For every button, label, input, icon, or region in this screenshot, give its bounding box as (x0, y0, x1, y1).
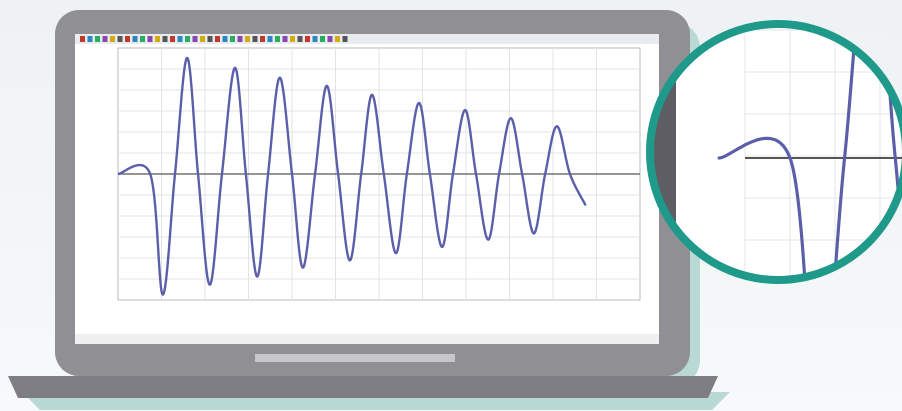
toolbar-icon (297, 36, 303, 42)
toolbar-icon (222, 36, 228, 42)
toolbar-icon (327, 36, 333, 42)
toolbar-icon (282, 36, 288, 42)
laptop-base (8, 376, 718, 398)
toolbar-icon (290, 36, 295, 42)
toolbar-icon (140, 36, 145, 42)
toolbar-icon (87, 36, 93, 42)
toolbar-icon (132, 36, 138, 42)
toolbar-icon (162, 36, 168, 42)
toolbar-icon (312, 36, 318, 42)
toolbar-icon (125, 36, 130, 42)
toolbar-icon (170, 36, 175, 42)
toolbar-icon (192, 36, 198, 42)
toolbar-icon (215, 36, 220, 42)
toolbar-icons (80, 36, 348, 42)
trackpad (255, 354, 455, 362)
toolbar-icon (200, 36, 205, 42)
toolbar-icon (207, 36, 213, 42)
toolbar-icon (147, 36, 153, 42)
toolbar-icon (110, 36, 115, 42)
toolbar-icon (80, 36, 85, 42)
toolbar (75, 34, 659, 44)
toolbar-icon (260, 36, 265, 42)
toolbar-icon (95, 36, 100, 42)
toolbar-icon (155, 36, 160, 42)
status-bar (75, 334, 659, 344)
zoom-plot-area (745, 24, 902, 280)
toolbar-icon (305, 36, 310, 42)
toolbar-icon (267, 36, 273, 42)
toolbar-icon (237, 36, 243, 42)
toolbar-icon (335, 36, 340, 42)
toolbar-icon (245, 36, 250, 42)
toolbar-icon (230, 36, 235, 42)
plot (118, 56, 587, 296)
toolbar-icon (117, 36, 123, 42)
toolbar-icon (177, 36, 183, 42)
toolbar-icon (252, 36, 258, 42)
toolbar-icon (275, 36, 280, 42)
data-line (118, 56, 587, 296)
toolbar-icon (102, 36, 108, 42)
toolbar-icon (342, 36, 348, 42)
zoom-ring (646, 20, 902, 284)
toolbar-icon (185, 36, 190, 42)
toolbar-icon (320, 36, 325, 42)
